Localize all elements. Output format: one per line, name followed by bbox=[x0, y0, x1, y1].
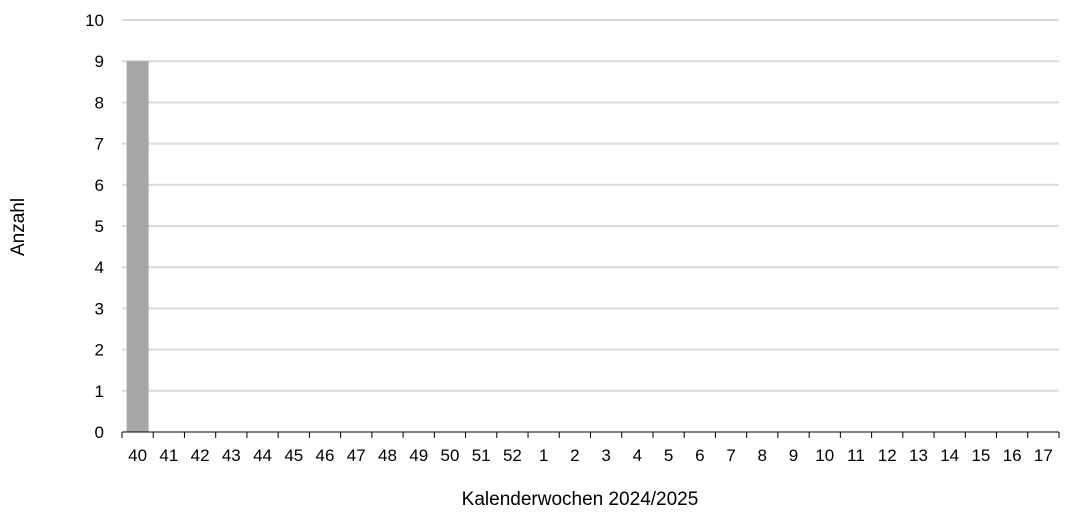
y-tick-label: 10 bbox=[85, 11, 104, 30]
x-axis bbox=[121, 431, 1060, 438]
x-tick-label: 4 bbox=[633, 446, 642, 465]
x-tick-label: 51 bbox=[472, 446, 491, 465]
x-tick-label: 5 bbox=[664, 446, 673, 465]
y-tick-label: 8 bbox=[95, 93, 104, 112]
y-tick-label: 3 bbox=[95, 299, 104, 318]
y-tick-label: 2 bbox=[95, 341, 104, 360]
x-tick-label: 52 bbox=[503, 446, 522, 465]
x-tick-label: 11 bbox=[847, 446, 865, 465]
x-tick-label: 50 bbox=[440, 446, 459, 465]
x-tick-label: 45 bbox=[284, 446, 303, 465]
x-tick-label: 9 bbox=[789, 446, 798, 465]
y-tick-label: 1 bbox=[95, 382, 104, 401]
x-tick-label: 44 bbox=[253, 446, 272, 465]
y-axis-title: Anzahl bbox=[8, 198, 29, 256]
y-tick-labels: 0 1 2 3 4 5 6 7 8 9 10 bbox=[85, 11, 104, 442]
x-tick-label: 42 bbox=[191, 446, 210, 465]
x-tick-label: 43 bbox=[222, 446, 241, 465]
y-tick-label: 4 bbox=[95, 258, 104, 277]
x-tick-label: 2 bbox=[570, 446, 579, 465]
x-tick-label: 14 bbox=[940, 446, 959, 465]
x-tick-label: 47 bbox=[347, 446, 366, 465]
bars bbox=[126, 61, 149, 432]
x-tick-label: 40 bbox=[128, 446, 147, 465]
x-axis-title: Kalenderwochen 2024/2025 bbox=[462, 489, 699, 510]
x-tick-label: 1 bbox=[539, 446, 548, 465]
y-tick-label: 5 bbox=[95, 217, 104, 236]
y-tick-label: 0 bbox=[95, 423, 104, 442]
x-tick-label: 7 bbox=[726, 446, 735, 465]
y-tick-label: 6 bbox=[95, 176, 104, 195]
bar-40 bbox=[126, 61, 149, 432]
x-tick-labels: 40 41 42 43 44 45 46 47 48 49 50 51 52 1 2 3 4 5 6 7 8 9 10 11 1… bbox=[128, 446, 1053, 465]
gridlines bbox=[122, 19, 1059, 392]
x-tick-label: 17 bbox=[1034, 446, 1053, 465]
y-tick-label: 9 bbox=[95, 52, 104, 71]
x-tick-label: 49 bbox=[409, 446, 428, 465]
x-tick-label: 15 bbox=[971, 446, 990, 465]
x-tick-label: 46 bbox=[316, 446, 335, 465]
x-tick-label: 13 bbox=[909, 446, 928, 465]
x-tick-label: 8 bbox=[758, 446, 767, 465]
x-tick-label: 6 bbox=[695, 446, 704, 465]
x-tick-label: 10 bbox=[815, 446, 834, 465]
x-tick-label: 41 bbox=[159, 446, 178, 465]
y-tick-label: 7 bbox=[95, 135, 104, 154]
x-tick-label: 12 bbox=[878, 446, 897, 465]
x-tick-label: 3 bbox=[601, 446, 610, 465]
x-tick-label: 16 bbox=[1003, 446, 1022, 465]
x-tick-label: 48 bbox=[378, 446, 397, 465]
